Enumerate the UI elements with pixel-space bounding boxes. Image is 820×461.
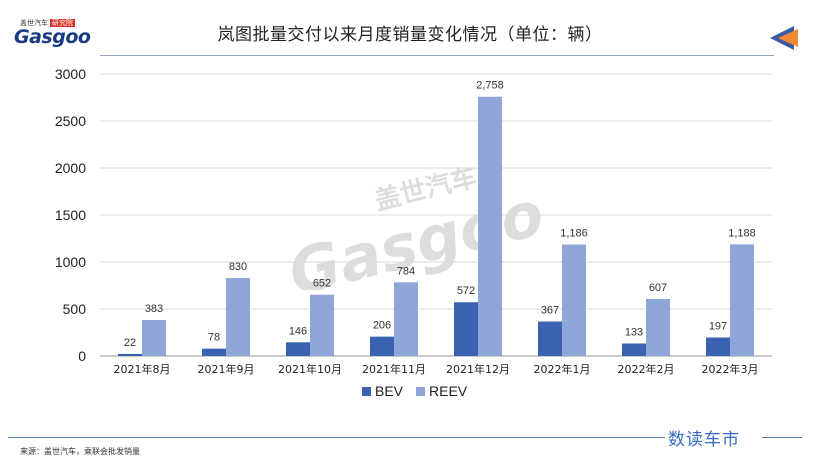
data-label: 197 — [709, 320, 727, 332]
data-label: 830 — [229, 261, 247, 273]
bar-bev — [202, 348, 226, 356]
bar-bev — [706, 337, 730, 356]
bar-reev — [394, 282, 418, 356]
chart-title: 岚图批量交付以来月度销量变化情况（单位：辆） — [217, 25, 603, 45]
legend-label-bev: BEV — [375, 383, 404, 399]
bar-bev — [538, 321, 562, 356]
x-tick-label: 2021年9月 — [198, 362, 255, 376]
y-tick-label: 1000 — [55, 254, 86, 270]
source-note: 来源：盖世汽车，乘联会批发销量 — [20, 447, 140, 456]
bar-bev — [118, 353, 142, 356]
data-label: 607 — [649, 282, 667, 294]
data-label: 784 — [397, 265, 415, 277]
bar-reev — [730, 244, 754, 356]
x-tick-label: 2021年12月 — [446, 362, 510, 376]
y-tick-label: 3000 — [55, 66, 86, 82]
bar-bev — [370, 336, 394, 356]
bar-reev — [646, 298, 670, 356]
gasgoo-logo: 盖世汽车 研究院 Gasgoo — [8, 18, 100, 48]
bar-bev — [286, 342, 310, 356]
x-tick-label: 2022年1月 — [534, 362, 591, 376]
data-label: 383 — [145, 303, 163, 315]
y-tick-label: 0 — [78, 348, 86, 364]
legend-label-reev: REEV — [429, 383, 468, 399]
x-tick-label: 2022年2月 — [618, 362, 675, 376]
bar-bev — [622, 343, 646, 356]
data-label: 78 — [208, 332, 220, 344]
footer-brand: 数读车市 — [668, 430, 740, 450]
bar-reev — [226, 277, 250, 356]
logo-tag: 研究院 — [50, 19, 75, 27]
bar-bev — [454, 302, 478, 356]
bar-reev — [562, 244, 586, 356]
y-tick-label: 500 — [63, 301, 87, 317]
y-tick-label: 2000 — [55, 160, 86, 176]
bar-reev — [142, 319, 166, 356]
x-tick-label: 2022年3月 — [702, 362, 759, 376]
x-tick-label: 2021年8月 — [114, 362, 171, 376]
data-label: 22 — [124, 337, 136, 349]
data-label: 1,188 — [728, 227, 756, 239]
data-label: 1,186 — [560, 228, 588, 240]
data-label: 2,758 — [476, 80, 504, 92]
x-tick-label: 2021年10月 — [278, 362, 342, 376]
footer-divider-right — [762, 437, 802, 438]
arrow-decoration-icon — [770, 26, 798, 50]
data-label: 572 — [457, 285, 475, 297]
bar-reev — [310, 294, 334, 356]
logo-brand: Gasgoo — [14, 26, 91, 48]
legend-swatch-reev — [416, 387, 425, 396]
bar-reev — [478, 96, 502, 357]
y-tick-label: 2500 — [55, 113, 86, 129]
footer-divider — [8, 437, 665, 438]
data-label: 206 — [373, 320, 391, 332]
y-tick-label: 1500 — [55, 207, 86, 223]
x-tick-label: 2021年11月 — [362, 362, 426, 376]
data-label: 133 — [625, 326, 643, 338]
logo-top-text: 盖世汽车 — [20, 19, 48, 27]
data-label: 652 — [313, 278, 331, 290]
legend-swatch-bev — [362, 387, 371, 396]
title-divider — [100, 55, 774, 56]
data-label: 146 — [289, 325, 307, 337]
data-label: 367 — [541, 305, 559, 317]
